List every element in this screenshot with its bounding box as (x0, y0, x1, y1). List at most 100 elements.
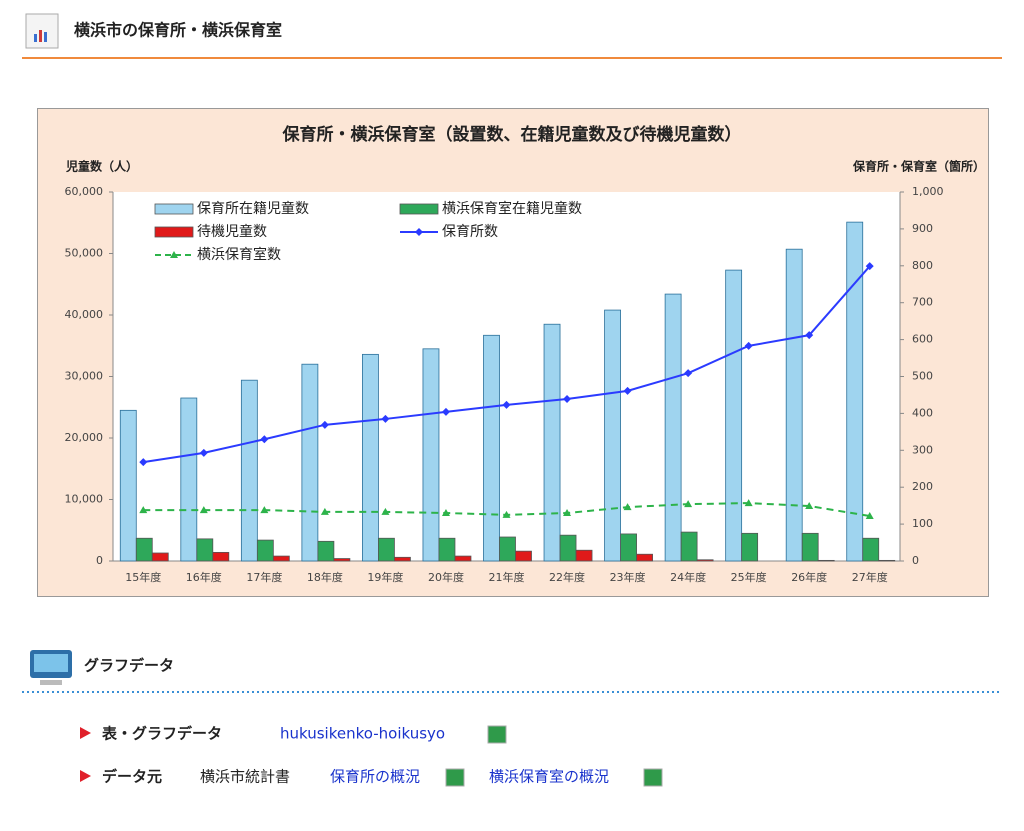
bar (862, 537, 880, 562)
bar (196, 538, 214, 562)
legend-marker (170, 251, 178, 258)
y2-tick-label: 1,000 (912, 185, 944, 198)
bar (151, 552, 169, 562)
legend-label: 待機児童数 (197, 223, 267, 240)
x-tick-label: 16年度 (186, 570, 222, 584)
marker (744, 499, 753, 507)
legend-swatch (399, 203, 439, 215)
marker (381, 414, 390, 423)
y-tick-label: 20,000 (65, 431, 104, 444)
link[interactable]: 横浜保育室の概況 (489, 768, 609, 786)
bar (696, 559, 714, 562)
bar (741, 532, 759, 562)
x-tick-label: 15年度 (125, 570, 161, 584)
bar (499, 536, 516, 562)
bar (636, 553, 653, 562)
marker (260, 435, 269, 444)
y2-tick-label: 900 (912, 222, 933, 235)
marker (199, 448, 208, 457)
marker (320, 507, 329, 515)
bullet (80, 727, 91, 739)
legend-swatch (154, 226, 194, 238)
icon-bar (34, 34, 37, 42)
marker (684, 369, 693, 378)
bar (543, 323, 561, 562)
header-rule (22, 57, 1002, 59)
bar (180, 397, 198, 562)
y-tick-label: 50,000 (65, 247, 104, 260)
marker (441, 407, 450, 416)
y-axis-title: 児童数（人） (65, 159, 138, 174)
x-tick-label: 26年度 (791, 570, 827, 584)
x-tick-label: 19年度 (367, 570, 403, 584)
legend-swatch (154, 203, 194, 215)
y2-tick-label: 800 (912, 259, 933, 272)
x-tick-label: 20年度 (428, 570, 464, 584)
bar (620, 533, 637, 562)
marker (744, 341, 753, 350)
y2-tick-label: 100 (912, 517, 933, 530)
bar (272, 555, 290, 562)
section-icon-screen (34, 654, 68, 672)
x-tick-label: 22年度 (549, 570, 585, 584)
bar (135, 537, 153, 562)
x-tick-label: 27年度 (852, 570, 888, 584)
bar (817, 559, 835, 562)
x-tick-label: 18年度 (307, 570, 343, 584)
bar (438, 537, 456, 562)
marker (199, 506, 208, 514)
marker (260, 506, 269, 514)
y-tick-label: 60,000 (65, 185, 104, 198)
y2-tick-label: 600 (912, 333, 933, 346)
bar (559, 534, 577, 562)
y-tick-label: 0 (96, 554, 103, 567)
bar (664, 293, 682, 562)
excel-icon[interactable] (487, 725, 507, 744)
bar (785, 248, 803, 562)
legend-label: 横浜保育室数 (197, 246, 281, 263)
excel-icon[interactable] (643, 768, 663, 787)
chart-title: 保育所・横浜保育室（設置数、在籍児童数及び待機児童数） (282, 124, 742, 145)
bar (878, 559, 896, 562)
source: 横浜市統計書 (200, 768, 290, 786)
marker (563, 395, 572, 404)
marker (381, 507, 390, 515)
x-tick-label: 21年度 (489, 570, 525, 584)
bar (801, 532, 819, 562)
link[interactable]: 保育所の概況 (330, 768, 420, 786)
bar (119, 409, 137, 562)
marker (502, 510, 511, 518)
y2-tick-label: 300 (912, 443, 933, 456)
bar (212, 551, 230, 562)
y2-tick-label: 200 (912, 480, 933, 493)
x-tick-label: 24年度 (670, 570, 706, 584)
bar (256, 539, 274, 562)
bar (378, 537, 395, 562)
bar (483, 334, 500, 562)
marker (865, 262, 874, 271)
icon-bar (44, 32, 47, 42)
link[interactable]: hukusikenko-hoikusyo (280, 725, 445, 743)
bullet (80, 770, 91, 782)
excel-icon[interactable] (445, 768, 465, 787)
list-label: 表・グラフデータ (102, 725, 222, 743)
bar (394, 556, 411, 562)
marker (502, 400, 511, 409)
bar (680, 531, 698, 562)
y2-tick-label: 0 (912, 554, 919, 567)
x-tick-label: 17年度 (246, 570, 282, 584)
marker (139, 458, 148, 467)
bar (846, 221, 864, 562)
marker (139, 506, 148, 514)
plot: 0 10,000 20,000 30,000 40,000 50,000 60,000 0 10… (65, 185, 944, 584)
list-label: データ元 (102, 768, 162, 786)
y2-axis-title: 保育所・保育室（箇所） (852, 159, 985, 174)
bar (515, 550, 532, 562)
marker (623, 503, 632, 511)
bar (725, 269, 743, 562)
y-tick-label: 30,000 (65, 370, 104, 383)
bar (604, 309, 621, 562)
marker (441, 509, 450, 517)
marker (805, 502, 814, 510)
bar (317, 540, 335, 562)
